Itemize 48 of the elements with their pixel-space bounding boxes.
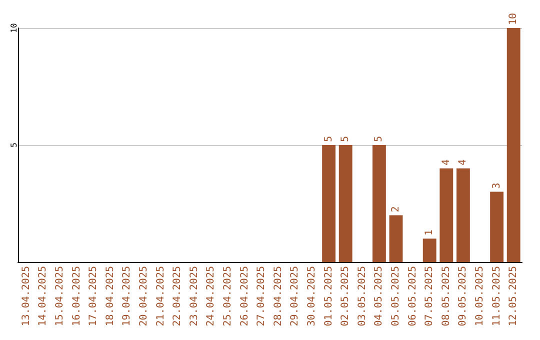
x-tick-label: 26.04.2025: [239, 266, 250, 326]
x-tick-label: 16.04.2025: [71, 266, 82, 326]
data-label: 1: [424, 230, 436, 236]
x-tick-label: 01.05.2025: [323, 266, 334, 326]
x-tick-label: 24.04.2025: [206, 266, 217, 326]
x-tick-label: 03.05.2025: [356, 266, 368, 326]
bar: [490, 192, 504, 262]
bar: [422, 238, 436, 262]
x-tick-label: 25.04.2025: [222, 266, 234, 326]
x-tick-label: 11.05.2025: [491, 266, 502, 326]
bar: [440, 168, 454, 262]
x-tick-label: 15.04.2025: [54, 266, 66, 326]
data-label: 4: [440, 159, 452, 166]
data-label: 5: [340, 136, 352, 142]
bar: [322, 145, 336, 262]
bar: [389, 215, 403, 262]
x-tick-label: 06.05.2025: [407, 266, 418, 326]
data-label: 10: [508, 12, 520, 25]
data-label: 4: [458, 159, 469, 166]
x-tick-label: 04.05.2025: [374, 266, 385, 326]
data-label: 5: [323, 136, 334, 142]
x-tick-label: 10.05.2025: [474, 266, 486, 326]
x-tick-label: 19.04.2025: [122, 266, 133, 326]
bar: [372, 145, 386, 262]
x-tick-label: 13.04.2025: [20, 266, 32, 326]
data-label: 2: [390, 206, 402, 212]
data-label: 3: [491, 182, 502, 189]
x-tick-label: 27.04.2025: [256, 266, 268, 326]
x-tick-label: 02.05.2025: [340, 266, 352, 326]
x-tick-label: 18.04.2025: [104, 266, 116, 326]
x-tick-label: 08.05.2025: [440, 266, 452, 326]
x-tick-label: 17.04.2025: [88, 266, 100, 326]
bar: [456, 168, 470, 262]
x-tick-label: 05.05.2025: [390, 266, 402, 326]
x-tick-label: 23.04.2025: [188, 266, 200, 326]
x-tick-label: 21.04.2025: [155, 266, 166, 326]
x-tick-label: 12.05.2025: [508, 266, 520, 326]
bar: [506, 28, 520, 262]
data-label: 5: [374, 136, 385, 142]
x-tick-label: 22.04.2025: [172, 266, 184, 326]
x-tick-label: 14.04.2025: [38, 266, 49, 326]
x-tick-label: 07.05.2025: [424, 266, 436, 326]
x-tick-label: 28.04.2025: [272, 266, 284, 326]
x-tick-label: 09.05.2025: [458, 266, 469, 326]
x-tick-label: 29.04.2025: [290, 266, 301, 326]
x-tick-label: 30.04.2025: [306, 266, 318, 326]
x-tick-label: 20.04.2025: [138, 266, 150, 326]
bar: [338, 145, 352, 262]
